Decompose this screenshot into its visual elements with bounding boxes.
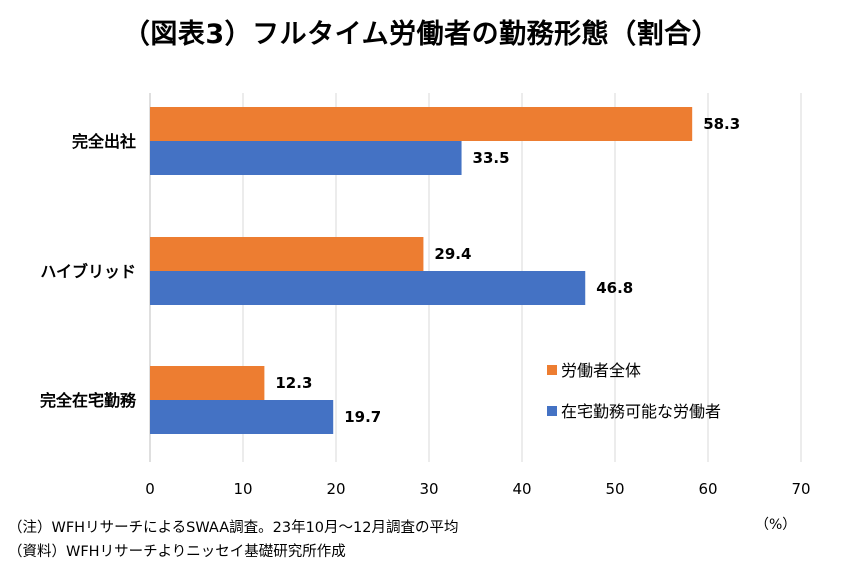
bar-1-0	[150, 237, 424, 271]
x-tick-label-20: 20	[326, 480, 345, 498]
x-tick-label-70: 70	[791, 480, 810, 498]
data-label-0-0: 58.3	[703, 115, 740, 133]
footnote-data-source: （資料）WFHリサーチよりニッセイ基礎研究所作成	[8, 544, 346, 560]
bar-0-0	[150, 107, 693, 141]
footnotes: （注）WFHリサーチによるSWAA調査。23年10月～12月調査の平均 （資料）…	[8, 516, 459, 564]
legend-label-1: 在宅勤務可能な労働者	[561, 402, 721, 421]
data-label-0-1: 33.5	[473, 149, 510, 167]
x-tick-label-0: 0	[145, 480, 155, 498]
data-label-2-1: 19.7	[344, 408, 381, 426]
legend-swatch-0	[547, 365, 557, 375]
chart-title: （図表3）フルタイム労働者の勤務形態（割合）	[122, 19, 720, 50]
footnote-source-note: （注）WFHリサーチによるSWAA調査。23年10月～12月調査の平均	[8, 520, 459, 536]
category-label-2: 完全在宅勤務	[40, 391, 137, 410]
bar-2-0	[150, 366, 265, 400]
legend-swatch-1	[547, 406, 557, 416]
data-label-1-0: 29.4	[434, 245, 471, 263]
x-tick-label-50: 50	[605, 480, 624, 498]
category-label-1: ハイブリッド	[40, 262, 136, 281]
data-label-2-0: 12.3	[275, 374, 312, 392]
x-tick-label-30: 30	[419, 480, 438, 498]
data-label-1-1: 46.8	[596, 279, 633, 297]
x-axis-ticks: 0 10 20 30 40 50 60 70	[145, 480, 810, 498]
x-tick-label-40: 40	[512, 480, 531, 498]
bar-1-1	[150, 271, 586, 305]
data-labels: 58.3 33.5 29.4 46.8 12.3 19.7	[275, 115, 740, 426]
category-label-0: 完全出社	[72, 132, 136, 151]
axis-unit-label: （%）	[755, 517, 797, 533]
x-tick-label-10: 10	[233, 480, 252, 498]
bar-2-1	[150, 400, 334, 434]
bar-0-1	[150, 141, 462, 175]
bars	[150, 107, 693, 434]
legend-label-0: 労働者全体	[561, 361, 641, 380]
x-tick-label-60: 60	[698, 480, 717, 498]
